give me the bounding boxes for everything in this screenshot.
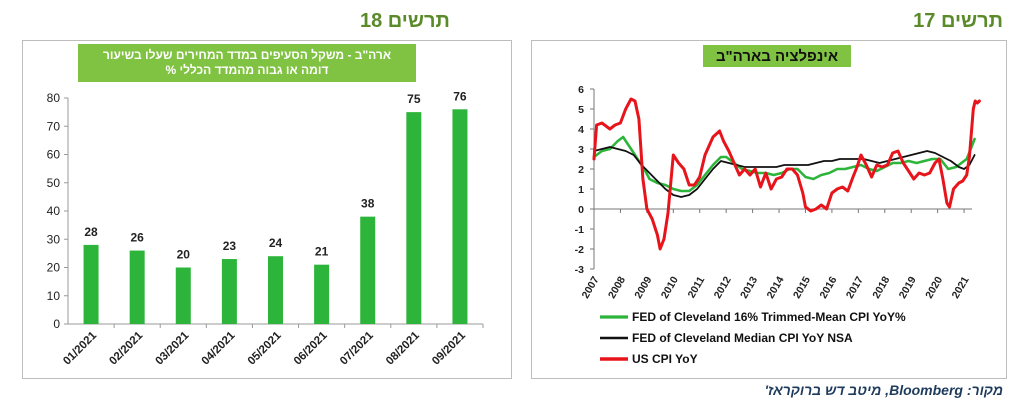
- source-note: מקור: Bloomberg, מיטב דש ברוקראז': [764, 382, 1003, 398]
- chart-title-line: ארה"ב - משקל הסעיפים במדד המחירים שעלו ב…: [103, 48, 391, 62]
- bar: [268, 256, 283, 324]
- bar: [221, 259, 237, 324]
- x-tick-label: 2018: [870, 274, 892, 300]
- bar-value-label: 24: [269, 236, 283, 250]
- y-tick-label: 30: [47, 232, 61, 246]
- x-tick-label: 08/2021: [384, 329, 422, 367]
- legend-label: US CPI YoY: [632, 352, 698, 366]
- bar-chart-panel: ארה"ב - משקל הסעיפים במדד המחירים שעלו ב…: [22, 40, 512, 379]
- series-line: [592, 135, 976, 193]
- y-tick-label: 4: [578, 124, 584, 136]
- y-tick-label: 50: [47, 176, 61, 190]
- x-tick-label: 2012: [712, 274, 734, 300]
- y-tick-label: -1: [575, 224, 584, 236]
- bar-value-label: 28: [84, 225, 98, 239]
- x-tick-label: 2013: [738, 274, 760, 300]
- y-tick-label: 0: [578, 204, 584, 216]
- x-tick-label: 07/2021: [338, 329, 376, 367]
- x-tick-label: 2009: [632, 274, 654, 300]
- series-line: [592, 97, 981, 251]
- legend-label: FED of Cleveland 16% Trimmed-Mean CPI Yo…: [632, 310, 906, 324]
- chart-title-line: דומה או גבוה מהמדד הכללי %: [166, 63, 329, 77]
- figure-label-17: תרשים 17: [913, 10, 1003, 32]
- x-tick-label: 2011: [686, 274, 708, 300]
- x-tick-label: 2007: [580, 274, 602, 300]
- x-tick-label: 2014: [765, 274, 787, 300]
- y-tick-label: 10: [47, 289, 61, 303]
- x-tick-label: 2015: [791, 274, 813, 300]
- y-tick-label: 80: [47, 91, 61, 105]
- x-tick-label: 04/2021: [200, 329, 238, 367]
- y-tick-label: 70: [47, 119, 61, 133]
- bar-value-label: 26: [130, 231, 144, 245]
- chart-title-box: [703, 45, 851, 67]
- bar: [314, 264, 330, 324]
- bar: [129, 250, 145, 324]
- line-chart-panel: אינפלציה בארה"ב -3 -2 -1 0 1 2 3 4 5 6 2007 2008 2009…: [531, 40, 1007, 379]
- bar: [452, 109, 468, 324]
- y-tick-label: 60: [47, 148, 61, 162]
- bar-chart: ארה"ב - משקל הסעיפים במדד המחירים שעלו ב…: [47, 44, 484, 368]
- x-tick-label: 05/2021: [246, 329, 284, 367]
- x-tick-label: 2021: [950, 274, 972, 300]
- y-tick-label: 3: [578, 144, 584, 156]
- x-tick-label: 01/2021: [61, 329, 99, 367]
- figure-label-18: תרשים 18: [360, 10, 450, 32]
- y-tick-label: 0: [53, 317, 60, 331]
- x-tick-label: 2019: [897, 274, 919, 300]
- x-tick-label: 2010: [659, 274, 681, 300]
- y-tick-label: -2: [575, 244, 584, 256]
- x-tick-label: 2020: [923, 274, 945, 300]
- bar-value-label: 38: [361, 197, 375, 211]
- x-tick-label: 2008: [606, 274, 628, 300]
- y-tick-label: 5: [578, 104, 584, 116]
- bar-value-label: 75: [407, 92, 421, 106]
- y-tick-label: 1: [578, 184, 584, 196]
- x-tick-label: 09/2021: [430, 329, 468, 367]
- x-tick-label: 06/2021: [292, 329, 330, 367]
- y-tick-label: 20: [47, 261, 61, 275]
- x-tick-label: 2016: [817, 274, 839, 300]
- y-tick-label: -3: [575, 264, 584, 276]
- x-tick-label: 03/2021: [154, 329, 192, 367]
- bar-value-label: 21: [315, 245, 329, 259]
- bar-value-label: 20: [177, 248, 191, 262]
- y-tick-label: 40: [47, 204, 61, 218]
- x-tick-label: 2017: [844, 274, 866, 300]
- bar: [406, 112, 422, 324]
- x-tick-label: 02/2021: [107, 329, 145, 367]
- chart-title: אינפלציה בארה"ב: [716, 48, 838, 65]
- bar: [175, 267, 191, 324]
- y-tick-label: 6: [578, 84, 584, 96]
- chart-title-box: [78, 44, 416, 82]
- line-chart: אינפלציה בארה"ב -3 -2 -1 0 1 2 3 4 5 6 2007 2008 2009…: [575, 45, 981, 366]
- bar-value-label: 23: [223, 239, 237, 253]
- series-line: [593, 146, 976, 198]
- bar: [83, 244, 99, 324]
- bar-value-label: 76: [453, 89, 467, 103]
- legend-label: FED of Cleveland Median CPI YoY NSA: [632, 331, 853, 345]
- y-tick-label: 2: [578, 164, 584, 176]
- bar: [360, 216, 376, 324]
